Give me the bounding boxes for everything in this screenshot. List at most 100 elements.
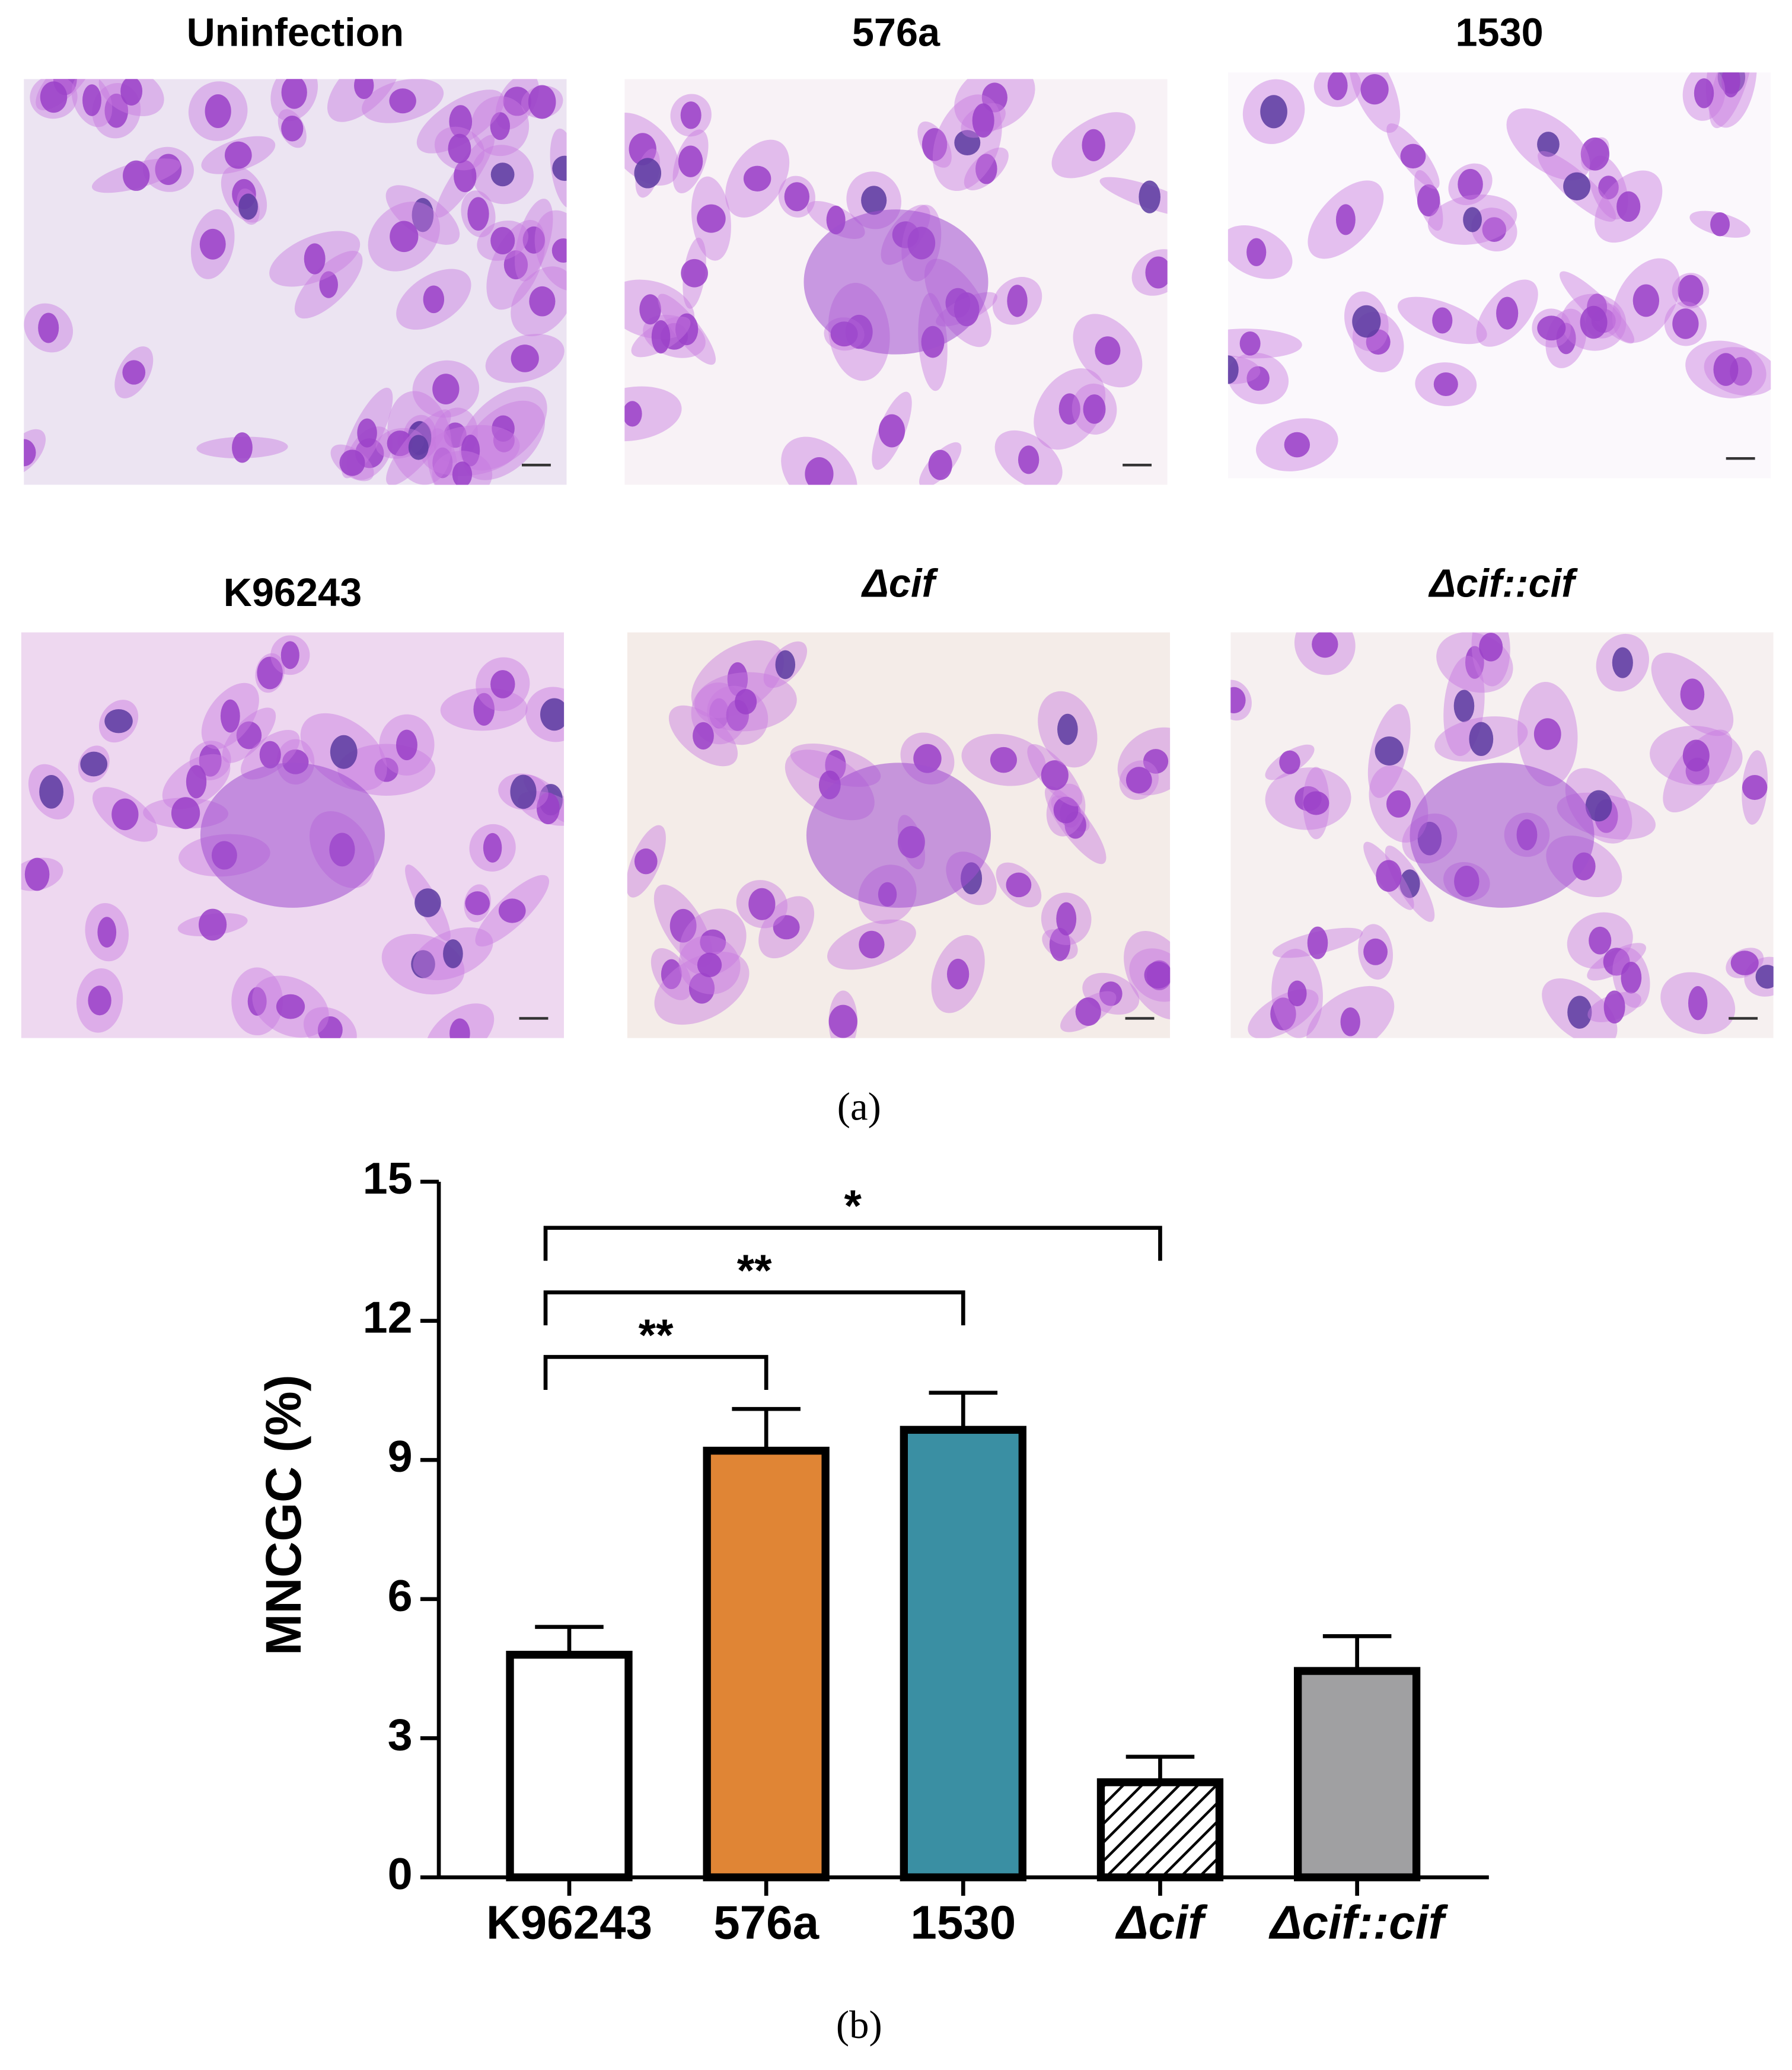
- micrograph: [21, 632, 565, 1038]
- y-tick-label: 9: [388, 1432, 413, 1482]
- nucleus: [1589, 926, 1612, 955]
- nucleus: [773, 915, 800, 940]
- nucleus: [1327, 72, 1348, 100]
- nucleus: [186, 765, 207, 799]
- nucleus: [1694, 78, 1714, 109]
- nucleus: [374, 757, 398, 782]
- nucleus: [536, 792, 560, 825]
- nucleus: [414, 888, 441, 917]
- micrograph: [24, 79, 567, 485]
- micrograph: [624, 79, 1168, 485]
- nucleus: [1145, 256, 1168, 289]
- nucleus: [1479, 633, 1503, 662]
- nucleus: [661, 959, 682, 990]
- micrograph: [1230, 632, 1774, 1038]
- nucleus: [257, 656, 283, 690]
- nucleus: [1363, 938, 1388, 965]
- nucleus: [232, 432, 253, 463]
- nucleus: [1482, 217, 1507, 242]
- nucleus: [238, 193, 258, 220]
- nucleus: [1496, 296, 1519, 330]
- x-tick-label: Δcif::cif: [1268, 1896, 1449, 1948]
- nucleus: [97, 917, 117, 948]
- significance-label: *: [844, 1182, 862, 1232]
- nucleus: [449, 1018, 470, 1038]
- micrograph-bg: [1227, 72, 1771, 479]
- micrograph-title: 1530: [1455, 11, 1543, 55]
- nucleus: [280, 641, 299, 669]
- nucleus: [1095, 336, 1121, 365]
- nucleus: [1463, 207, 1482, 232]
- nucleus: [1230, 687, 1246, 713]
- nucleus: [1598, 176, 1619, 200]
- nucleus: [552, 155, 567, 181]
- nucleus: [247, 987, 267, 1016]
- nucleus: [861, 186, 887, 215]
- nucleus: [330, 735, 358, 769]
- nucleus: [39, 774, 63, 809]
- nucleus: [1710, 212, 1730, 237]
- micrograph: [1227, 72, 1771, 479]
- nucleus: [1563, 172, 1591, 200]
- nucleus: [390, 221, 419, 253]
- y-tick-label: 0: [388, 1849, 413, 1899]
- nucleus: [1580, 305, 1608, 339]
- nucleus: [697, 204, 726, 233]
- nucleus: [634, 158, 662, 189]
- nucleus: [483, 833, 502, 863]
- nucleus: [727, 662, 748, 697]
- nucleus: [748, 888, 776, 920]
- micrograph-content: [1230, 632, 1774, 1038]
- nucleus: [354, 79, 374, 100]
- nucleus: [236, 721, 262, 749]
- giant-cell: [806, 763, 991, 908]
- nucleus: [412, 197, 434, 232]
- micrograph-content: [24, 79, 567, 485]
- nucleus: [503, 87, 531, 116]
- nucleus: [1246, 366, 1270, 391]
- micrograph-content: [627, 632, 1171, 1038]
- nucleus: [1007, 285, 1028, 317]
- nucleus: [1386, 790, 1411, 818]
- significance-label: **: [639, 1310, 674, 1360]
- nucleus: [1433, 372, 1458, 397]
- nucleus: [1755, 965, 1774, 989]
- nucleus: [104, 709, 133, 733]
- nucleus: [1303, 791, 1329, 815]
- micrograph-title: K96243: [224, 571, 362, 615]
- nucleus: [448, 133, 471, 164]
- x-tick-label: 1530: [910, 1896, 1016, 1948]
- nucleus: [1399, 869, 1420, 898]
- nucleus: [1360, 74, 1389, 105]
- nucleus: [411, 950, 435, 978]
- y-tick-label: 15: [363, 1154, 413, 1204]
- scale-bar: [519, 1017, 549, 1020]
- nucleus: [304, 243, 326, 275]
- nucleus: [972, 103, 994, 138]
- nucleus: [954, 130, 981, 156]
- nucleus: [1144, 961, 1171, 989]
- micrograph-content: [624, 79, 1168, 485]
- nucleus: [171, 797, 200, 830]
- nucleus: [423, 285, 445, 314]
- nucleus: [339, 449, 365, 476]
- nucleus: [669, 908, 697, 943]
- nucleus: [1730, 951, 1759, 975]
- nucleus: [199, 908, 227, 941]
- nucleus: [634, 848, 658, 875]
- giant-cell: [200, 763, 385, 908]
- micrograph-title: Uninfection: [187, 11, 404, 55]
- nucleus: [529, 286, 556, 317]
- nucleus: [1260, 95, 1287, 129]
- nucleus: [281, 79, 307, 109]
- nucleus: [120, 79, 143, 106]
- nucleus: [1465, 646, 1484, 679]
- nucleus: [199, 744, 222, 777]
- bar: [703, 1446, 830, 1881]
- nucleus: [443, 939, 463, 968]
- nucleus: [1603, 990, 1625, 1024]
- y-tick-label: 12: [363, 1293, 413, 1343]
- nucleus: [1688, 986, 1708, 1020]
- nucleus: [503, 250, 528, 280]
- nucleus: [528, 85, 556, 119]
